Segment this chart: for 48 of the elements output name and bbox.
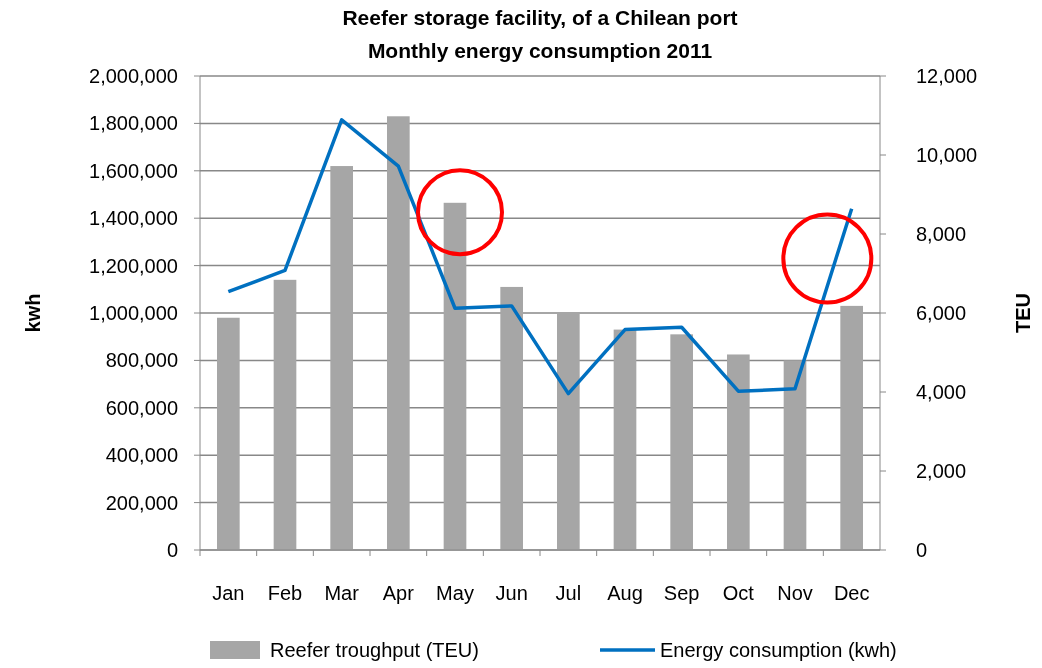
- y-tick-label: 1,800,000: [89, 112, 178, 135]
- y2-tick-label: 12,000: [916, 65, 978, 87]
- x-tick-label: Apr: [382, 582, 415, 604]
- bar: [273, 279, 297, 550]
- legend-label: Reefer troughput (TEU): [270, 639, 479, 661]
- y-tick-label: 1,200,000: [89, 254, 178, 277]
- y-tick-label: 1,000,000: [89, 302, 178, 324]
- bar: [670, 334, 693, 550]
- x-tick-label: Jun: [495, 582, 528, 604]
- bar: [613, 329, 637, 550]
- x-tick-label: Jan: [212, 582, 245, 604]
- y2-tick-label: 2,000: [916, 460, 967, 482]
- bar: [783, 360, 807, 550]
- x-tick-label: Nov: [777, 582, 813, 604]
- x-tick-label: Feb: [267, 582, 303, 604]
- y-tick-label: 2,000,000: [89, 65, 178, 87]
- y-axis-title: kwh: [22, 293, 44, 333]
- x-tick-label: Sep: [663, 582, 700, 604]
- bar: [840, 305, 863, 550]
- y2-tick-label: 10,000: [916, 144, 978, 166]
- x-tick-label: Dec: [833, 582, 870, 604]
- y-tick-label: 200,000: [105, 491, 178, 514]
- bar: [727, 354, 750, 550]
- x-tick-label: May: [436, 582, 474, 604]
- bar: [500, 286, 523, 550]
- x-tick-label: Aug: [607, 582, 643, 604]
- x-tick-label: Oct: [722, 582, 755, 604]
- y-tick-label: 0: [166, 539, 178, 561]
- bar: [387, 116, 410, 550]
- chart-title: Reefer storage facility, of a Chilean port Monthly energy consumption 2011: [342, 6, 738, 62]
- y2-tick-label: 6,000: [916, 302, 967, 324]
- y2-axis-title: TEU: [1012, 293, 1034, 333]
- y2-tick-label: 0: [916, 539, 928, 561]
- y-tick-label: 1,400,000: [89, 207, 178, 230]
- bar: [443, 202, 467, 550]
- x-tick-label: Jul: [555, 582, 582, 604]
- bar: [330, 166, 353, 550]
- line-series: [226, 118, 854, 396]
- y-tick-label: 800,000: [105, 349, 178, 372]
- y-tick-label: 600,000: [105, 396, 178, 419]
- bar: [217, 317, 240, 550]
- y2-tick-label: 8,000: [916, 223, 967, 245]
- x-tick-label: Mar: [324, 582, 360, 604]
- y-tick-label: 400,000: [105, 444, 178, 467]
- legend-label: Energy consumption (kwh): [660, 639, 897, 661]
- y2-tick-label: 4,000: [916, 381, 967, 403]
- bar: [557, 313, 580, 550]
- y-tick-label: 1,600,000: [89, 159, 178, 182]
